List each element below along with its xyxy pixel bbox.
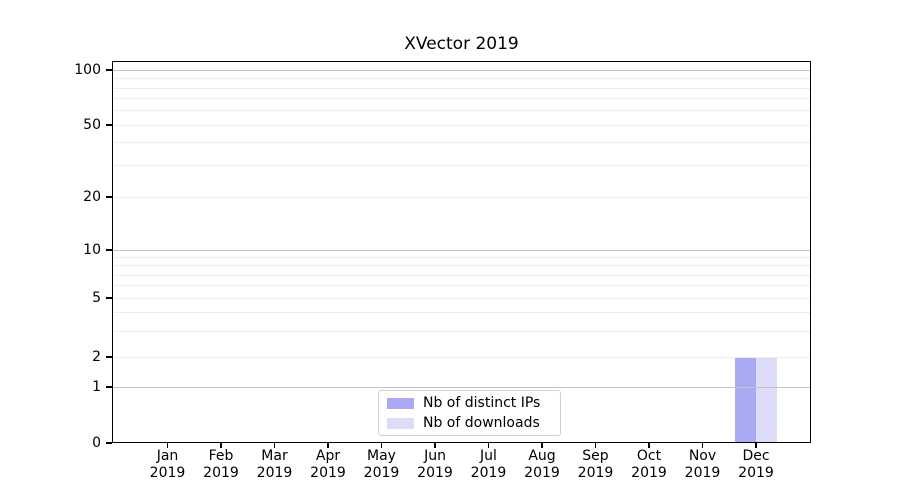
x-tick-year: 2019 (256, 465, 293, 481)
x-tick-label: Dec 2019 (726, 448, 786, 482)
y-tick-label: 2 (92, 349, 101, 365)
minor-gridline (112, 331, 811, 332)
y-tick-label: 20 (83, 189, 101, 205)
minor-gridline (112, 285, 811, 286)
x-tick-month: Apr (315, 448, 341, 464)
x-tick-year: 2019 (524, 465, 560, 481)
y-axis-tick (106, 442, 112, 444)
y-tick-label: 0 (92, 435, 101, 451)
plot-area (112, 61, 811, 443)
major-gridline (112, 250, 811, 251)
x-tick-label: Jun 2019 (405, 448, 465, 482)
y-tick-label: 10 (83, 242, 101, 258)
y-tick-label: 5 (92, 290, 101, 306)
minor-gridline (112, 165, 811, 166)
x-tick-year: 2019 (738, 465, 774, 481)
major-gridline (112, 387, 811, 388)
minor-gridline (112, 98, 811, 99)
legend-swatch (387, 397, 414, 409)
x-tick-month: Jan (156, 448, 179, 464)
y-axis-tick (106, 297, 112, 299)
x-axis-tick (541, 443, 543, 448)
y-axis-tick (106, 124, 112, 126)
x-tick-year: 2019 (363, 465, 400, 481)
x-axis-tick (648, 443, 650, 448)
x-tick-year: 2019 (577, 465, 614, 481)
y-tick-label: 50 (83, 117, 101, 133)
x-tick-year: 2019 (470, 465, 507, 481)
minor-gridline (112, 312, 811, 313)
x-tick-label: Mar 2019 (245, 448, 305, 482)
legend-label: Nb of downloads (423, 415, 540, 431)
x-tick-label: Nov 2019 (673, 448, 733, 482)
minor-gridline (112, 197, 811, 198)
x-axis-tick (166, 443, 169, 448)
minor-gridline (112, 265, 811, 266)
x-tick-year: 2019 (149, 465, 186, 481)
x-tick-label: Sep 2019 (566, 448, 626, 482)
x-tick-month: Mar (261, 448, 288, 464)
x-tick-month: Oct (636, 448, 662, 464)
y-axis-tick (106, 196, 112, 198)
legend: Nb of distinct IPs Nb of downloads (378, 390, 561, 436)
y-axis-tick (106, 356, 112, 358)
minor-gridline (112, 257, 811, 258)
x-axis-tick (380, 443, 383, 448)
bar (734, 357, 756, 443)
x-axis-tick (327, 443, 329, 448)
x-tick-month: Jul (480, 448, 497, 464)
x-tick-year: 2019 (631, 465, 667, 481)
x-axis-tick (273, 443, 276, 448)
minor-gridline (112, 78, 811, 79)
x-axis-tick (487, 443, 490, 448)
x-tick-label: Jul 2019 (459, 448, 519, 482)
minor-gridline (112, 88, 811, 89)
x-axis-tick (755, 443, 757, 448)
x-tick-month: May (367, 448, 396, 464)
x-tick-month: Aug (528, 448, 556, 464)
chart-title: XVector 2019 (404, 34, 519, 54)
x-tick-year: 2019 (203, 465, 239, 481)
x-tick-year: 2019 (417, 465, 453, 481)
y-axis-tick (106, 69, 112, 71)
x-tick-year: 2019 (310, 465, 346, 481)
x-tick-year: 2019 (684, 465, 721, 481)
x-axis-tick (594, 443, 597, 448)
x-tick-label: Apr 2019 (298, 448, 358, 482)
x-tick-label: Feb 2019 (191, 448, 251, 482)
x-axis-tick (220, 443, 222, 448)
bar (756, 357, 778, 443)
x-tick-label: Jan 2019 (138, 448, 198, 482)
legend-item: Nb of distinct IPs (387, 395, 552, 411)
y-axis-tick (106, 386, 112, 388)
x-tick-month: Sep (582, 448, 609, 464)
y-tick-label: 1 (92, 379, 101, 395)
minor-gridline (112, 110, 811, 111)
x-tick-month: Feb (208, 448, 234, 464)
x-tick-label: Oct 2019 (619, 448, 679, 482)
legend-item: Nb of downloads (387, 415, 552, 431)
legend-swatch (387, 417, 414, 429)
x-axis-tick (434, 443, 436, 448)
x-tick-label: May 2019 (352, 448, 412, 482)
minor-gridline (112, 298, 811, 299)
minor-gridline (112, 142, 811, 143)
x-axis-tick (701, 443, 704, 448)
y-axis-tick (106, 249, 112, 251)
minor-gridline (112, 125, 811, 126)
x-tick-month: Nov (688, 448, 717, 464)
x-tick-label: Aug 2019 (512, 448, 572, 482)
y-tick-label: 100 (74, 62, 101, 78)
minor-gridline (112, 275, 811, 276)
x-tick-month: Dec (742, 448, 770, 464)
legend-label: Nb of distinct IPs (423, 395, 541, 411)
x-tick-month: Jun (424, 448, 446, 464)
minor-gridline (112, 357, 811, 358)
major-gridline (112, 70, 811, 71)
